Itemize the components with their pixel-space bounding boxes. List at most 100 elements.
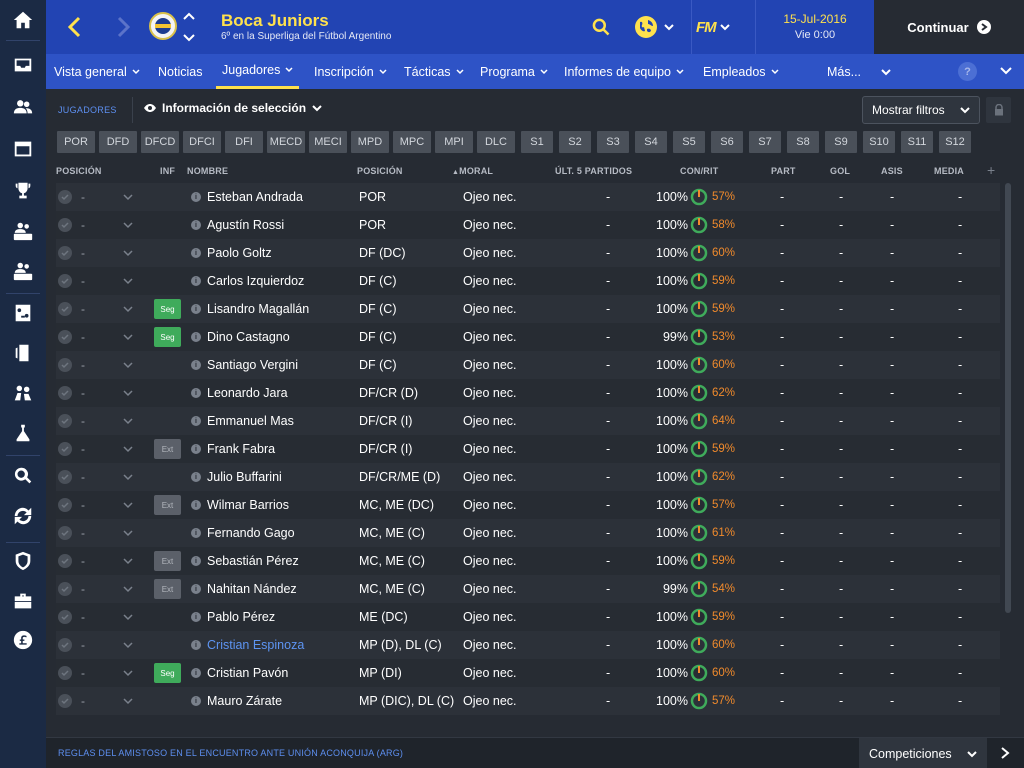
chevron-down-icon[interactable] [123, 193, 133, 201]
select-checkbox[interactable] [58, 610, 72, 624]
continue-button[interactable]: Continuar [874, 0, 1024, 54]
chevron-down-icon[interactable] [123, 669, 133, 677]
select-checkbox[interactable] [58, 330, 72, 344]
info-icon[interactable]: i [191, 668, 201, 678]
table-row[interactable]: - i Julio Buffarini DF/CR/ME (D) Ojeo nec. - 1… [56, 463, 1000, 491]
club-name[interactable]: Boca Juniors [221, 11, 329, 30]
column-header-ult5[interactable]: ÚLT. 5 PARTIDOS [555, 166, 633, 176]
player-name[interactable]: Leonardo Jara [207, 386, 288, 400]
info-icon[interactable]: i [191, 500, 201, 510]
table-row[interactable]: - i Cristian Espinoza MP (D), DL (C) Ojeo ne… [56, 631, 1000, 659]
help-button[interactable]: ? [958, 62, 977, 81]
position-filter-chip[interactable]: S1 [521, 131, 553, 153]
table-row[interactable]: - i Paolo Goltz DF (DC) Ojeo nec. - 100% 60% - - -… [56, 239, 1000, 267]
position-filter-chip[interactable]: S6 [711, 131, 743, 153]
position-filter-chip[interactable]: DFI [225, 131, 263, 153]
trophy-icon[interactable] [0, 176, 46, 206]
table-row[interactable]: - Seg i Lisandro Magallán DF (C) Ojeo nec. - 10… [56, 295, 1000, 323]
table-row[interactable]: - Seg i Cristian Pavón MP (DI) Ojeo nec. - 100%… [56, 659, 1000, 687]
player-name[interactable]: Emmanuel Mas [207, 414, 294, 428]
select-checkbox[interactable] [58, 274, 72, 288]
player-name[interactable]: Sebastián Pérez [207, 554, 299, 568]
player-name[interactable]: Carlos Izquierdoz [207, 274, 305, 288]
chevron-down-icon[interactable] [123, 445, 133, 453]
world-menu-button[interactable] [634, 12, 684, 42]
info-icon[interactable]: i [191, 640, 201, 650]
position-filter-chip[interactable]: S3 [597, 131, 629, 153]
player-name[interactable]: Esteban Andrada [207, 190, 303, 204]
info-icon[interactable]: i [191, 696, 201, 706]
position-filter-chip[interactable]: DFD [99, 131, 137, 153]
table-row[interactable]: - i Fernando Gago MC, ME (C) Ojeo nec. - 100% 6… [56, 519, 1000, 547]
info-icon[interactable]: i [191, 444, 201, 454]
chevron-down-icon[interactable] [123, 557, 133, 565]
position-filter-chip[interactable]: DLC [477, 131, 515, 153]
table-row[interactable]: - i Carlos Izquierdoz DF (C) Ojeo nec. - 100% 5… [56, 267, 1000, 295]
info-icon[interactable]: i [191, 276, 201, 286]
select-checkbox[interactable] [58, 246, 72, 260]
position-filter-chip[interactable]: S12 [939, 131, 971, 153]
table-row[interactable]: - i Santiago Vergini DF (C) Ojeo nec. - 100% 60… [56, 351, 1000, 379]
position-filter-chip[interactable]: S11 [901, 131, 933, 153]
nav-inscripcion[interactable]: Inscripción [314, 54, 387, 89]
chevron-down-icon[interactable] [999, 64, 1013, 78]
club-badge[interactable] [149, 12, 177, 40]
show-filters-button[interactable]: Mostrar filtros [862, 96, 980, 124]
club-switcher[interactable] [182, 12, 196, 42]
inbox-icon[interactable] [0, 50, 46, 80]
position-filter-chip[interactable]: S5 [673, 131, 705, 153]
nav-empleados[interactable]: Empleados [703, 54, 779, 89]
chevron-down-icon[interactable] [123, 389, 133, 397]
training-icon[interactable] [0, 418, 46, 448]
column-header-posicion[interactable]: POSICIÓN [56, 166, 102, 176]
player-name[interactable]: Fernando Gago [207, 526, 295, 540]
search-button[interactable] [588, 14, 614, 40]
forward-button[interactable] [108, 12, 138, 42]
table-row[interactable]: - i Pablo Pérez ME (DC) Ojeo nec. - 100% 59% - - -… [56, 603, 1000, 631]
info-icon[interactable]: i [191, 528, 201, 538]
column-header-media[interactable]: MEDIA [934, 166, 964, 176]
nav-informes-equipo[interactable]: Informes de equipo [564, 54, 684, 89]
news-ticker[interactable]: REGLAS DEL AMISTOSO EN EL ENCUENTRO ANTE… [58, 748, 404, 758]
view-selector[interactable]: Información de selección [144, 101, 322, 115]
player-name[interactable]: Dino Castagno [207, 330, 290, 344]
home-icon[interactable] [0, 5, 46, 35]
info-icon[interactable]: i [191, 584, 201, 594]
info-icon[interactable]: i [191, 332, 201, 342]
player-name[interactable]: Frank Fabra [207, 442, 276, 456]
position-filter-chip[interactable]: DFCD [141, 131, 179, 153]
column-header-inf[interactable]: INF [160, 166, 176, 176]
reserves-icon[interactable] [0, 216, 46, 246]
position-filter-chip[interactable]: DFCI [183, 131, 221, 153]
select-checkbox[interactable] [58, 666, 72, 680]
player-name[interactable]: Julio Buffarini [207, 470, 282, 484]
table-row[interactable]: - i Agustín Rossi POR Ojeo nec. - 100% 58% - - - - [56, 211, 1000, 239]
pound-icon[interactable] [0, 625, 46, 655]
select-checkbox[interactable] [58, 470, 72, 484]
table-row[interactable]: - Ext i Sebastián Pérez MC, ME (C) Ojeo nec. -… [56, 547, 1000, 575]
player-name[interactable]: Nahitan Nández [207, 582, 297, 596]
chevron-down-icon[interactable] [123, 641, 133, 649]
tactics-icon[interactable] [0, 298, 46, 328]
info-icon[interactable]: i [191, 388, 201, 398]
chevron-down-icon[interactable] [123, 417, 133, 425]
chevron-down-icon[interactable] [123, 221, 133, 229]
table-row[interactable]: - i Mauro Zárate MP (DIC), DL (C) Ojeo nec. -… [56, 687, 1000, 715]
info-icon[interactable]: i [191, 220, 201, 230]
staff-icon[interactable] [0, 586, 46, 616]
position-filter-chip[interactable]: S10 [863, 131, 895, 153]
chevron-down-icon[interactable] [123, 613, 133, 621]
chevron-down-icon[interactable] [123, 249, 133, 257]
position-filter-chip[interactable]: S9 [825, 131, 857, 153]
player-name[interactable]: Pablo Pérez [207, 610, 276, 624]
table-row[interactable]: - i Emmanuel Mas DF/CR (I) Ojeo nec. - 100% 64%… [56, 407, 1000, 435]
info-icon[interactable]: i [191, 612, 201, 622]
position-filter-chip[interactable]: MECI [309, 131, 347, 153]
position-filter-chip[interactable]: S2 [559, 131, 591, 153]
back-button[interactable] [60, 12, 90, 42]
section-label[interactable]: JUGADORES [58, 105, 117, 115]
position-filter-chip[interactable]: POR [57, 131, 95, 153]
select-checkbox[interactable] [58, 694, 72, 708]
select-checkbox[interactable] [58, 554, 72, 568]
squad-icon[interactable] [0, 92, 46, 122]
